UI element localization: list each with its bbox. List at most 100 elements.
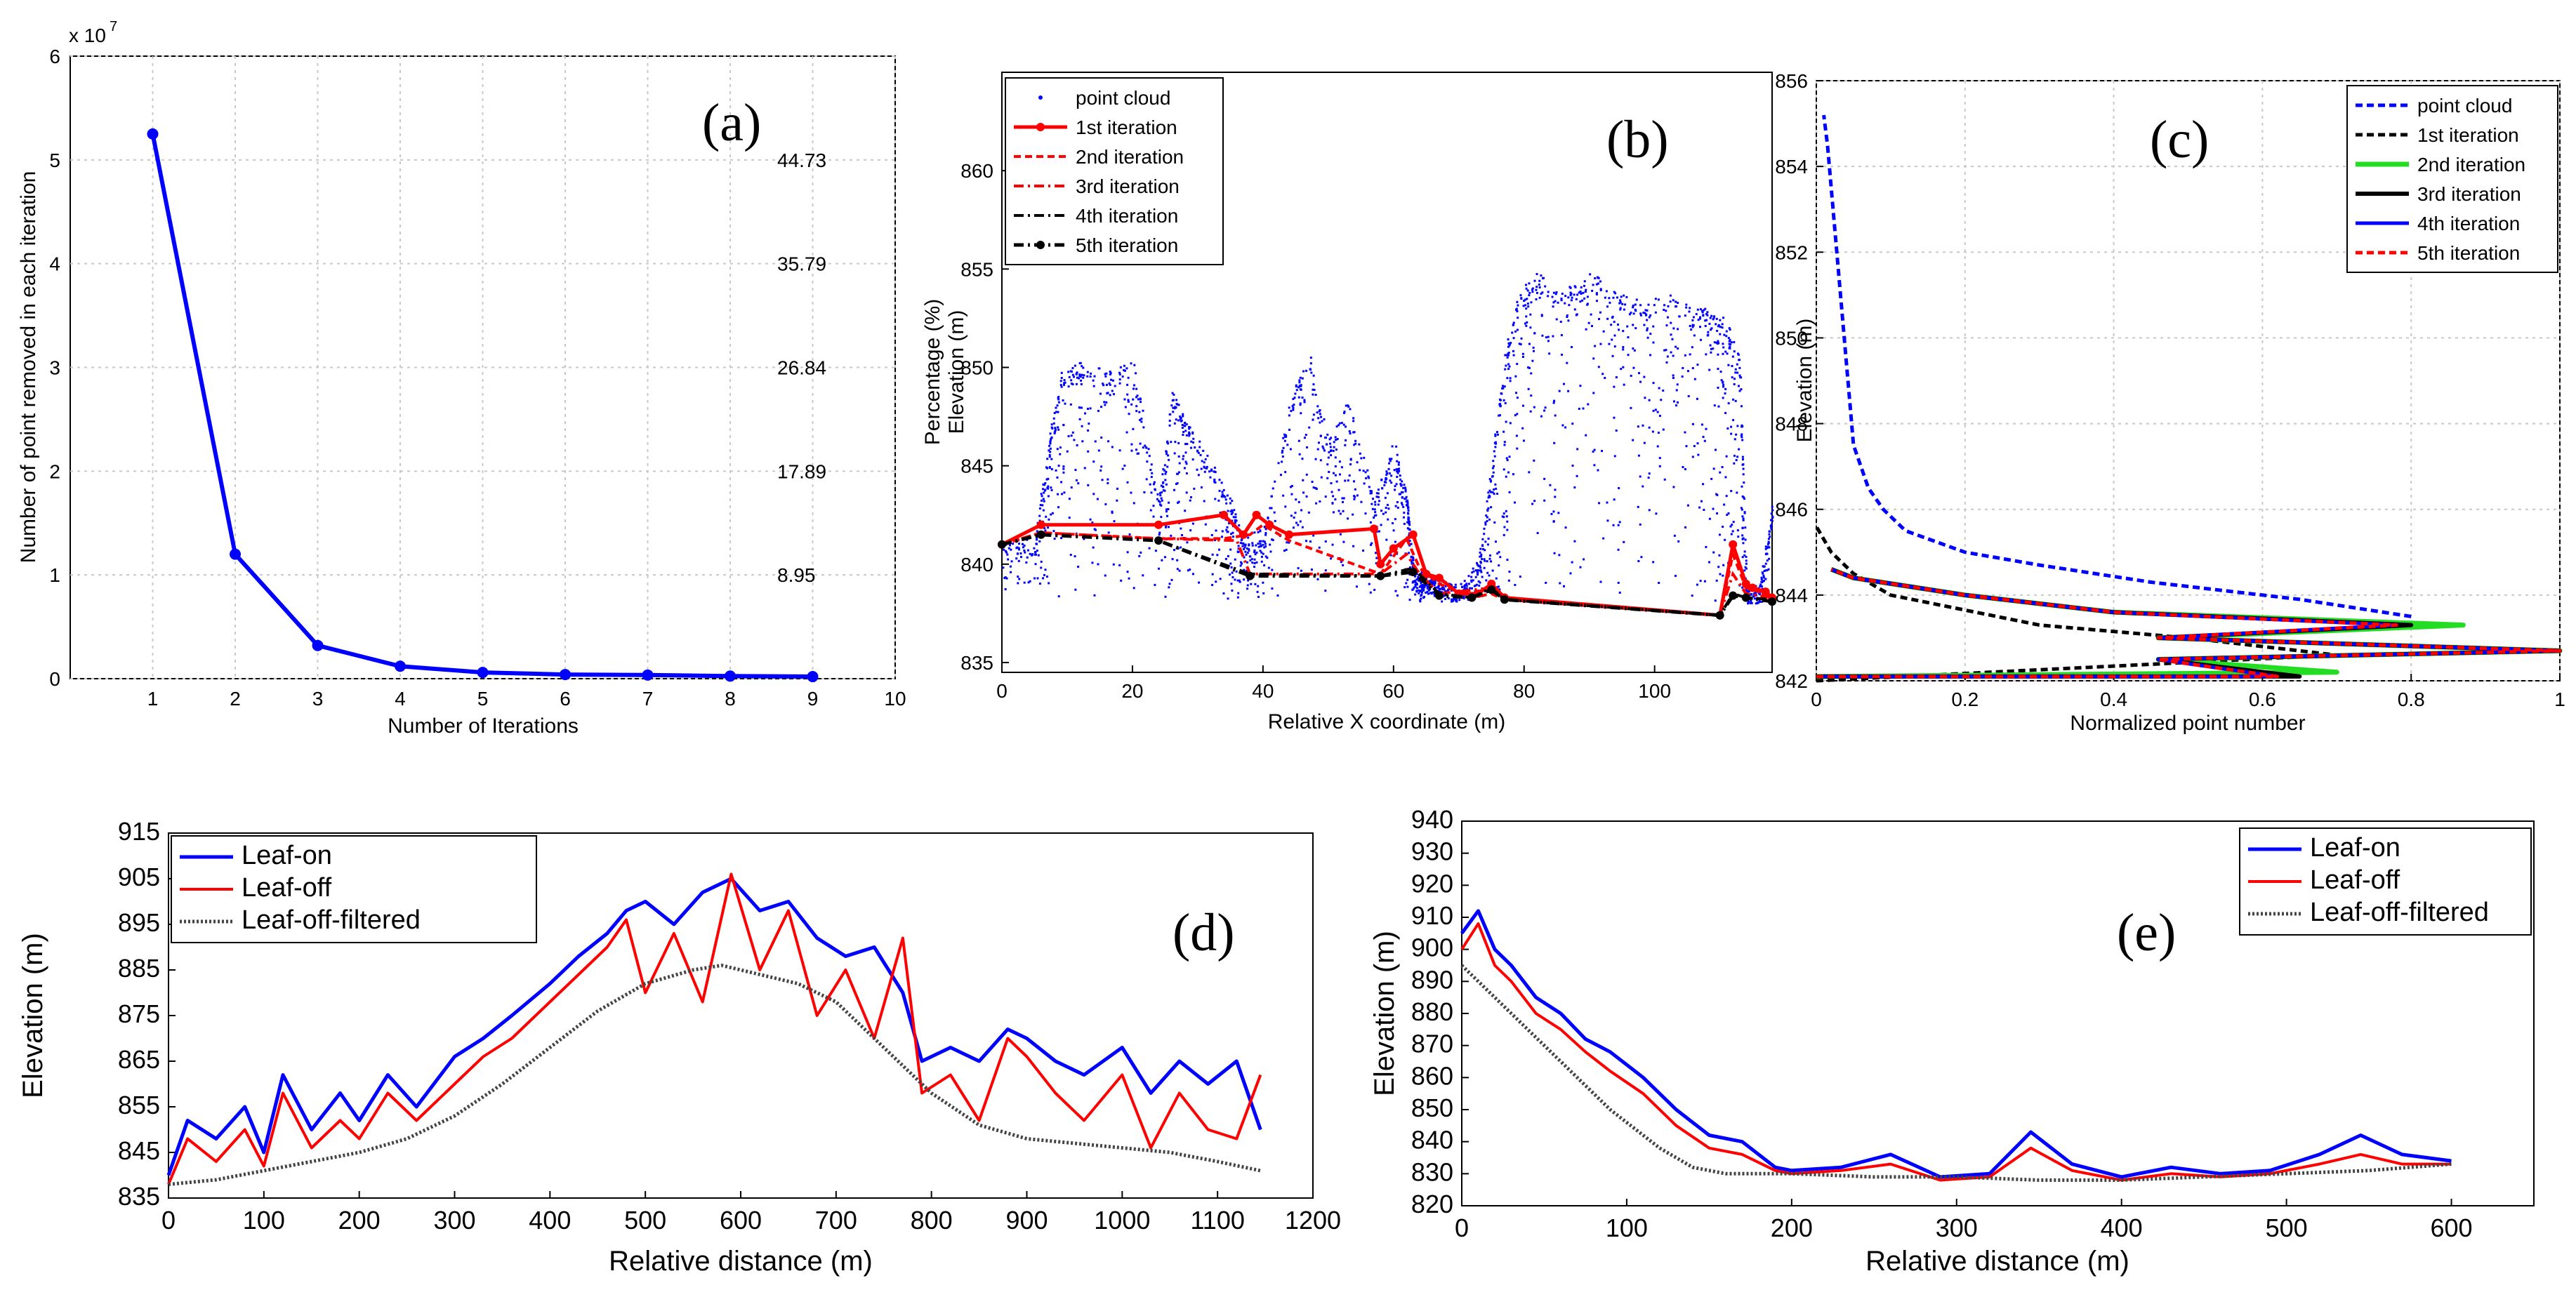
point-cloud-point xyxy=(1079,375,1082,378)
point-cloud-point xyxy=(1420,584,1423,587)
point-cloud-point xyxy=(1745,562,1748,565)
point-cloud-point xyxy=(1258,540,1261,543)
point-cloud-point xyxy=(1177,471,1180,474)
point-cloud-point xyxy=(1084,412,1087,415)
point-cloud-point xyxy=(1552,401,1555,404)
point-cloud-point xyxy=(1730,341,1733,344)
point-cloud-point xyxy=(1289,448,1292,451)
point-cloud-point xyxy=(1717,387,1719,390)
point-cloud-point xyxy=(1390,474,1393,477)
point-cloud-point xyxy=(1097,409,1099,412)
point-cloud-point xyxy=(1655,512,1658,515)
point-cloud-point xyxy=(1624,303,1627,306)
point-cloud-point xyxy=(1407,518,1410,521)
point-cloud-point xyxy=(1142,446,1144,449)
point-cloud-point xyxy=(1182,455,1185,458)
point-cloud-point xyxy=(1358,443,1361,446)
point-cloud-point xyxy=(1741,458,1744,461)
point-cloud-point xyxy=(1410,556,1413,559)
point-cloud-point xyxy=(1507,471,1510,474)
point-cloud-point xyxy=(1174,441,1177,444)
point-cloud-point xyxy=(1506,520,1509,523)
point-cloud-point xyxy=(1193,487,1196,490)
point-cloud-point xyxy=(1503,444,1506,446)
point-cloud-point xyxy=(1099,392,1102,395)
point-cloud-point xyxy=(1691,594,1693,597)
point-cloud-point xyxy=(1061,493,1064,495)
point-cloud-point xyxy=(1552,520,1555,523)
point-cloud-point xyxy=(1715,579,1718,582)
point-cloud-point xyxy=(1394,505,1397,507)
point-cloud-point xyxy=(1499,556,1502,559)
point-cloud-point xyxy=(1743,498,1746,500)
point-cloud-point xyxy=(1170,534,1173,537)
point-cloud-point xyxy=(1190,446,1193,449)
y-tick-label: 865 xyxy=(118,1045,160,1074)
point-cloud-point xyxy=(1177,441,1180,444)
point-cloud-point xyxy=(1290,484,1293,487)
point-cloud-point xyxy=(1123,369,1126,372)
point-cloud-point xyxy=(1076,444,1078,446)
point-cloud-point xyxy=(1622,346,1625,349)
point-cloud-point xyxy=(1270,507,1273,510)
point-cloud-point xyxy=(1707,333,1710,336)
point-cloud-point xyxy=(1491,569,1494,572)
point-cloud-point xyxy=(1385,507,1387,510)
point-cloud-point xyxy=(1477,565,1480,568)
point-cloud-point xyxy=(1292,397,1295,400)
y2-tick-label: 35.79 xyxy=(777,253,826,275)
data-point xyxy=(1408,530,1418,539)
point-cloud-point xyxy=(1145,478,1148,481)
point-cloud-point xyxy=(1738,390,1741,392)
point-cloud-point xyxy=(1027,581,1030,584)
point-cloud-point xyxy=(1059,446,1062,449)
point-cloud-point xyxy=(1648,509,1651,512)
point-cloud-point xyxy=(1698,316,1701,319)
point-cloud-point xyxy=(1214,539,1217,542)
point-cloud-point xyxy=(1695,313,1698,316)
point-cloud-point xyxy=(1733,454,1736,457)
point-cloud-point xyxy=(1708,368,1711,371)
point-cloud-point xyxy=(1425,584,1427,587)
point-cloud-point xyxy=(1475,561,1478,564)
point-cloud-point xyxy=(1412,557,1415,559)
point-cloud-point xyxy=(1211,583,1214,586)
point-cloud-point xyxy=(1368,583,1370,585)
point-cloud-point xyxy=(1580,286,1583,288)
point-cloud-point xyxy=(1493,488,1495,491)
point-cloud-point xyxy=(1203,461,1206,464)
point-cloud-point xyxy=(1688,310,1691,313)
point-cloud-point xyxy=(1073,375,1076,378)
point-cloud-point xyxy=(1284,471,1287,474)
point-cloud-point xyxy=(1505,457,1508,460)
point-cloud-point xyxy=(1165,483,1168,486)
point-cloud-point xyxy=(1255,551,1258,554)
point-cloud-point xyxy=(1360,500,1363,503)
point-cloud-point xyxy=(1545,581,1547,584)
point-cloud-point xyxy=(1247,536,1250,539)
point-cloud-point xyxy=(1722,574,1724,577)
point-cloud-point xyxy=(1140,418,1143,420)
point-cloud-point xyxy=(1672,486,1675,488)
y-tick-label: 860 xyxy=(960,160,993,182)
point-cloud-point xyxy=(1272,538,1274,541)
x-axis-label-d: Relative distance (m) xyxy=(609,1246,873,1277)
point-cloud-point xyxy=(1158,533,1161,536)
x-tick-label: 2 xyxy=(230,688,241,710)
exponent-a: x 10 xyxy=(69,25,106,46)
point-cloud-point xyxy=(1507,363,1510,366)
point-cloud-point xyxy=(1423,586,1426,589)
y-axis-label-b: Elevation (m) xyxy=(945,310,968,434)
point-cloud-point xyxy=(1310,371,1313,374)
point-cloud-point xyxy=(1364,471,1367,474)
point-cloud-point xyxy=(1093,594,1096,597)
point-cloud-point xyxy=(1051,512,1054,514)
point-cloud-point xyxy=(1672,354,1675,357)
point-cloud-point xyxy=(1161,485,1164,488)
point-cloud-point xyxy=(1135,448,1138,451)
point-cloud-point xyxy=(1508,344,1511,347)
point-cloud-point xyxy=(1184,430,1187,432)
point-cloud-point xyxy=(1613,498,1616,501)
x-tick-label: 7 xyxy=(642,688,654,710)
